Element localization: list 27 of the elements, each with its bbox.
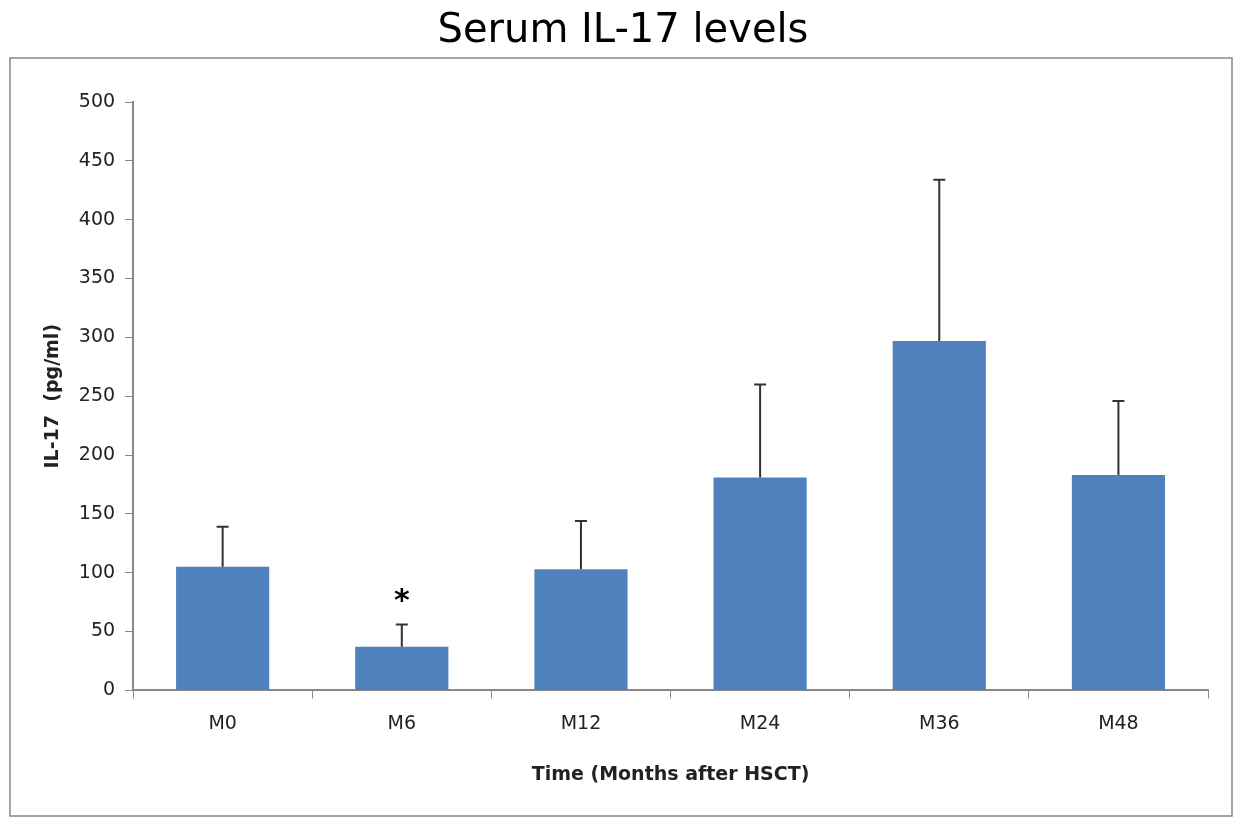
y-axis-title: IL-17 (pg/ml) (40, 323, 63, 469)
x-tick-label: M6 (387, 710, 417, 733)
bar (713, 477, 807, 690)
y-tick-label: 400 (78, 206, 116, 229)
y-tick-label: 350 (78, 265, 116, 288)
x-axis-title: Time (Months after HSCT) (531, 761, 810, 784)
bar (534, 569, 628, 690)
x-tick-label: M24 (739, 710, 781, 733)
x-tick-label: M36 (918, 710, 960, 733)
bar (176, 566, 270, 690)
y-tick-label: 100 (78, 559, 116, 582)
y-tick-label: 250 (78, 383, 116, 406)
bar (355, 646, 449, 690)
annotation: * (393, 582, 410, 618)
y-tick-label: 450 (78, 147, 116, 170)
y-tick-label: 300 (78, 324, 116, 347)
x-tick-label: M48 (1098, 710, 1139, 733)
chart-title: Serum IL-17 levels (437, 5, 809, 52)
x-tick-label: M0 (208, 710, 237, 733)
y-tick-label: 500 (78, 88, 116, 111)
y-tick-label: 50 (90, 618, 116, 641)
y-tick-label: 150 (78, 500, 116, 523)
bar (1071, 475, 1165, 690)
y-tick-label: 200 (78, 441, 116, 464)
bar (892, 340, 986, 690)
y-tick-label: 0 (102, 677, 116, 700)
x-tick-label: M12 (560, 710, 602, 733)
